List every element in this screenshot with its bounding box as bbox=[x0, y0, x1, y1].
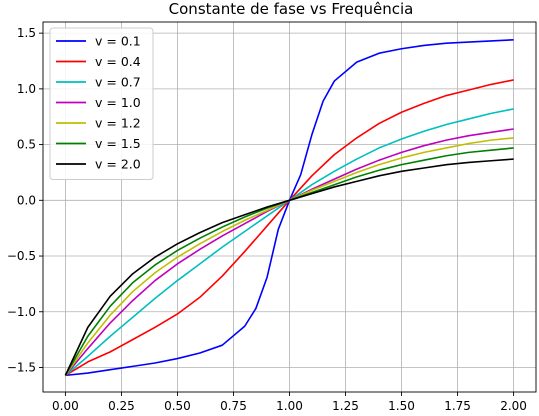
x-tick-label: 0.75 bbox=[220, 399, 247, 413]
x-tick-label: 0.00 bbox=[52, 399, 79, 413]
x-tick-label: 0.25 bbox=[108, 399, 135, 413]
series-lines bbox=[64, 39, 514, 377]
y-tick-label: −1.0 bbox=[7, 305, 36, 319]
legend-box bbox=[49, 27, 154, 180]
legend-label: v = 1.2 bbox=[95, 116, 141, 131]
x-tick-label: 1.75 bbox=[444, 399, 471, 413]
y-tick-label: −0.5 bbox=[7, 249, 36, 263]
y-tick-label: 0.0 bbox=[17, 193, 36, 207]
x-tick-label: 0.50 bbox=[164, 399, 191, 413]
x-tick-label: 2.00 bbox=[500, 399, 527, 413]
y-tick-label: −1.5 bbox=[7, 360, 36, 374]
legend-label: v = 1.5 bbox=[95, 136, 141, 151]
x-tick-label: 1.25 bbox=[332, 399, 359, 413]
legend-label: v = 0.4 bbox=[95, 54, 141, 69]
legend-label: v = 0.1 bbox=[95, 34, 141, 49]
axis-ticks: 0.00 0.25 0.50 0.75 1.00 1.25 1.50 1.75 2.00 −1.5… bbox=[7, 26, 527, 413]
y-tick-label: 0.5 bbox=[17, 138, 36, 152]
legend-label: v = 1.0 bbox=[95, 95, 141, 110]
legend: v = 0.1 v = 0.4 v = 0.7 v = 1.0 v = 1.2 v = 1… bbox=[49, 27, 154, 180]
legend-label: v = 2.0 bbox=[95, 157, 141, 172]
y-tick-label: 1.5 bbox=[17, 26, 36, 40]
chart-title: Constante de fase vs Frequência bbox=[169, 0, 414, 18]
y-tick-label: 1.0 bbox=[17, 82, 36, 96]
series-line-6 bbox=[64, 158, 514, 376]
x-tick-label: 1.00 bbox=[276, 399, 303, 413]
x-tick-label: 1.50 bbox=[388, 399, 415, 413]
legend-label: v = 0.7 bbox=[95, 75, 141, 90]
